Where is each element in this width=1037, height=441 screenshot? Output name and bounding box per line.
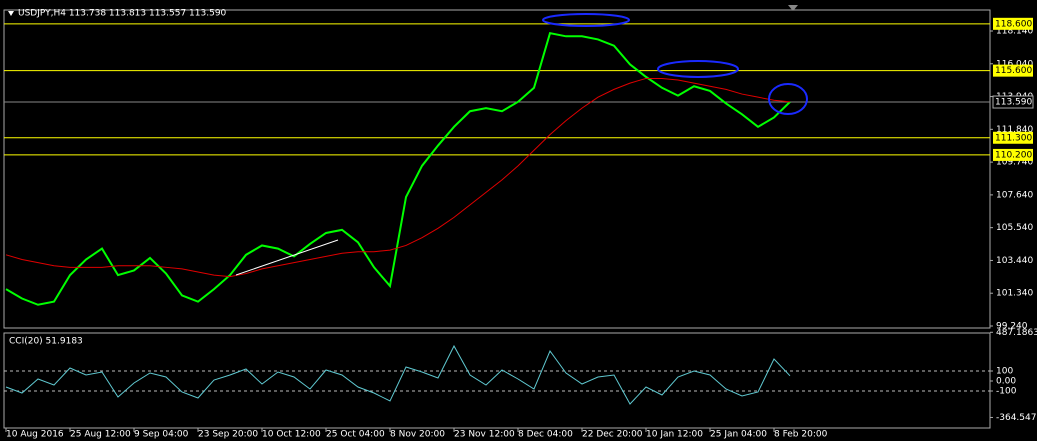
level-label: 115.600 xyxy=(995,66,1032,76)
y-tick-label: 99.240 xyxy=(996,322,1028,332)
level-label-box xyxy=(993,131,1033,144)
x-tick-label: 8 Feb 20:00 xyxy=(774,430,828,440)
annotation-ellipse xyxy=(542,13,630,27)
shift-marker xyxy=(788,5,798,11)
x-tick-label: 23 Nov 12:00 xyxy=(454,430,515,440)
x-tick-label: 10 Oct 12:00 xyxy=(262,430,321,440)
x-tick-label: 9 Sep 04:00 xyxy=(134,430,189,440)
x-tick-label: 8 Dec 04:00 xyxy=(518,430,573,440)
price-label-box xyxy=(992,95,1034,109)
y-tick-label: 116.040 xyxy=(996,59,1033,69)
annotation-ellipse xyxy=(768,83,808,115)
level-label-box xyxy=(993,64,1033,77)
y-tick-label: 103.440 xyxy=(996,256,1033,266)
plot-layer: 10 Aug 2016 25 Aug 12:00 9 Sep 04:00 23 Sep… xyxy=(4,17,1037,440)
x-tick-label: 23 Sep 20:00 xyxy=(198,430,258,440)
series-line xyxy=(5,77,791,278)
x-tick-label: 10 Jan 12:00 xyxy=(646,430,703,440)
price-label: 113.590 xyxy=(995,98,1032,108)
indicator-title: CCI(20) 51.9183 xyxy=(9,337,83,347)
y-tick-label: -100 xyxy=(996,387,1017,397)
level-label: 118.600 xyxy=(995,19,1032,29)
y-tick-label: 111.840 xyxy=(996,125,1033,135)
y-tick-label: 487.1863 xyxy=(996,328,1037,338)
y-tick-label: 105.540 xyxy=(996,223,1033,233)
level-label-box xyxy=(993,17,1033,30)
y-tick-label: 107.640 xyxy=(996,190,1033,200)
trend-line xyxy=(235,239,339,276)
y-tick-label: -364.5479 xyxy=(996,413,1037,423)
level-label: 111.300 xyxy=(995,133,1032,143)
series-line xyxy=(5,32,791,306)
y-tick-label: 118.140 xyxy=(996,26,1033,36)
x-tick-label: 25 Aug 12:00 xyxy=(70,430,131,440)
chart-title: USDJPY,H4 113.738 113.813 113.557 113.59… xyxy=(18,9,227,19)
level-label: 110.200 xyxy=(995,150,1032,160)
annotation-ellipse xyxy=(657,60,739,78)
y-tick-label: 100 xyxy=(996,367,1013,377)
price-panel xyxy=(3,9,991,329)
x-tick-label: 10 Aug 2016 xyxy=(6,430,64,440)
x-tick-label: 25 Jan 04:00 xyxy=(710,430,767,440)
y-tick-label: 109.740 xyxy=(996,158,1033,168)
series-line xyxy=(5,344,791,405)
x-tick-label: 8 Nov 20:00 xyxy=(390,430,445,440)
menu-arrow xyxy=(8,11,14,16)
y-tick-label: 101.340 xyxy=(996,289,1033,299)
x-tick-label: 25 Oct 04:00 xyxy=(326,430,385,440)
level-label-box xyxy=(993,148,1033,161)
x-tick-label: 22 Dec 20:00 xyxy=(582,430,643,440)
y-tick-label: 0.00 xyxy=(996,377,1016,387)
